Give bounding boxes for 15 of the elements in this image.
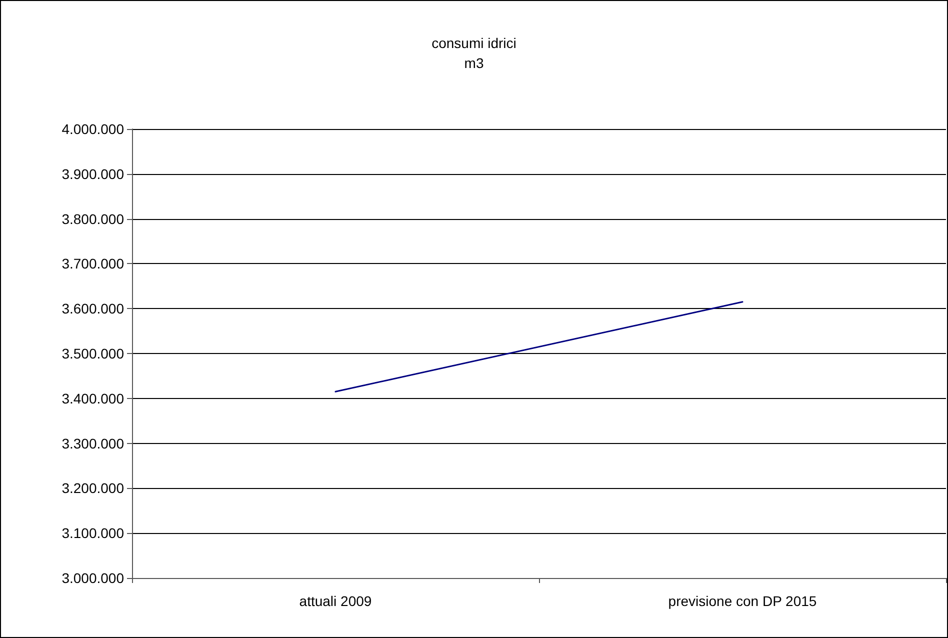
y-tick-label: 3.700.000 bbox=[62, 256, 124, 272]
chart-subtitle: m3 bbox=[464, 55, 484, 71]
y-tick-label: 3.200.000 bbox=[62, 480, 124, 496]
y-tick-label: 3.600.000 bbox=[62, 300, 124, 317]
y-tick-label: 4.000.000 bbox=[62, 121, 124, 137]
y-tick-label: 3.800.000 bbox=[62, 210, 124, 227]
y-tick-label: 3.400.000 bbox=[62, 390, 124, 406]
y-tick-label: 3.500.000 bbox=[62, 346, 124, 362]
y-tick-label: 3.300.000 bbox=[62, 435, 124, 452]
x-tick-label: previsione con DP 2015 bbox=[668, 593, 817, 609]
y-tick-label: 3.900.000 bbox=[62, 166, 124, 182]
y-tick-label: 3.100.000 bbox=[62, 525, 124, 542]
y-tick-label: 3.000.000 bbox=[62, 570, 124, 586]
x-tick-label: attuali 2009 bbox=[299, 593, 372, 609]
chart-title: consumi idrici bbox=[432, 35, 516, 51]
